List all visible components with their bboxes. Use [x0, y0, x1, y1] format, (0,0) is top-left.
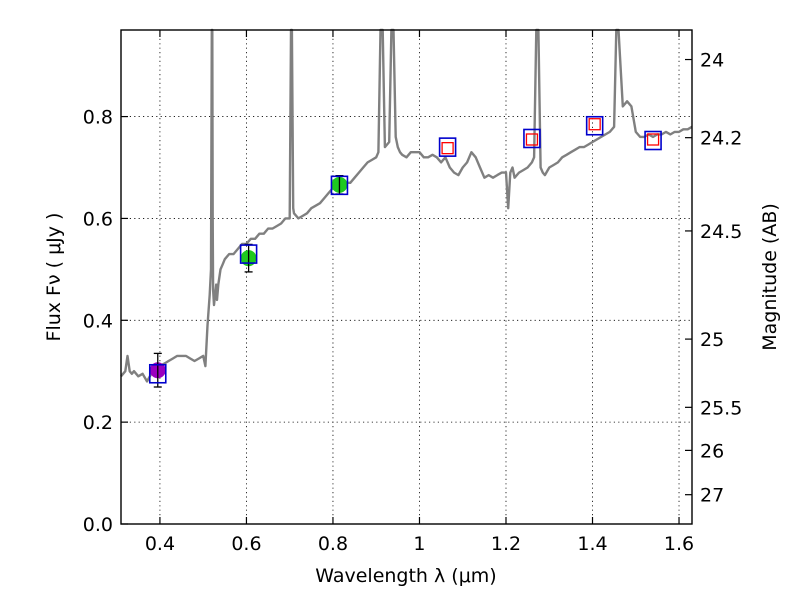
mag-tick-label: 26: [700, 440, 724, 462]
upper-limit-square: [588, 118, 601, 131]
x-tick-label: 1: [413, 533, 425, 555]
y-tick-label: 0.2: [83, 412, 113, 434]
model-photometry-square: [644, 130, 662, 151]
x-tick-label: 0.8: [318, 533, 348, 555]
mag-tick-label: 27: [700, 485, 724, 507]
upper-limit-square: [525, 133, 539, 146]
mag-tick-label: 25.5: [700, 397, 742, 419]
model-photometry-square: [148, 363, 167, 384]
y-tick-label: 0.0: [83, 514, 113, 536]
grid-lines: [121, 30, 692, 525]
upper-limit-square: [646, 133, 660, 146]
model-photometry-square: [438, 137, 457, 157]
model-photometry-square: [523, 128, 541, 149]
mag-tick-label: 25: [700, 329, 724, 351]
y-tick-label: 0.4: [83, 310, 113, 332]
upper-limit-square: [441, 142, 454, 155]
y2-axis-title: Magnitude (AB): [759, 203, 781, 351]
model-photometry-square: [330, 175, 349, 196]
model-photometry-square: [585, 115, 604, 136]
model-spectrum-line: [120, 28, 693, 383]
spectrum-layer: [120, 28, 693, 383]
y-tick-label: 0.6: [83, 208, 113, 230]
x-tick-label: 0.6: [231, 533, 261, 555]
x-tick-label: 0.4: [145, 533, 175, 555]
y-tick-label: 0.8: [83, 107, 113, 129]
mag-tick-label: 24.5: [700, 221, 742, 243]
data-markers: [148, 115, 662, 388]
y-axis-title: Flux Fν ( μJy ): [43, 213, 65, 342]
plot-frame: [120, 29, 693, 525]
mag-tick-label: 24: [700, 50, 724, 72]
x-axis-title: Wavelength λ (μm): [315, 565, 496, 587]
mag-tick-label: 24.2: [700, 128, 742, 150]
axis-ticks: [121, 30, 692, 525]
model-photometry-square: [239, 244, 258, 264]
x-tick-label: 1.6: [664, 533, 694, 555]
tick-labels: 0.4 0.6 0.8 1 1.2 1.4 1.6 0.0 0.2 0.4 0.6 0.8 24 24.2…: [83, 50, 743, 555]
x-tick-label: 1.2: [491, 533, 521, 555]
x-tick-label: 1.4: [577, 533, 607, 555]
